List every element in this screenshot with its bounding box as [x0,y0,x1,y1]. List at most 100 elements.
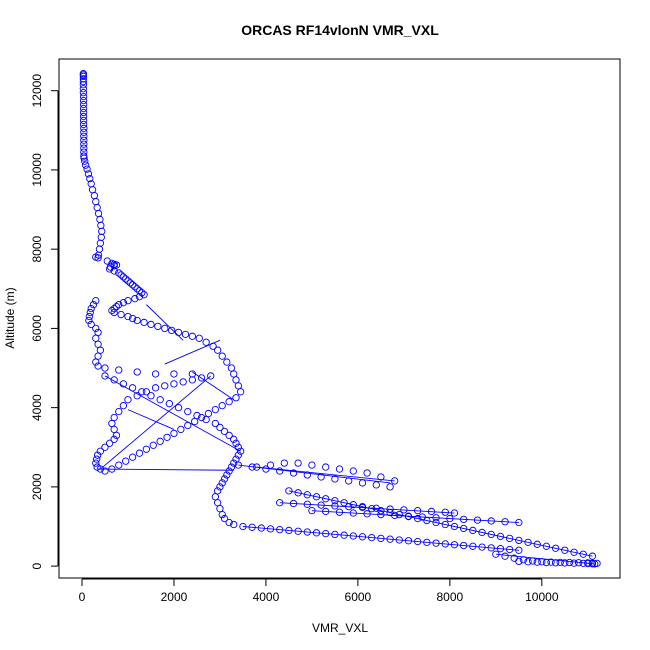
data-point [487,517,495,525]
data-point [450,509,459,517]
data-point [124,396,132,404]
data-point [363,469,371,477]
data-point [230,520,238,529]
data-point [317,501,325,509]
data-point [96,346,105,354]
data-point [386,505,394,513]
data-point [218,402,226,410]
data-point [119,299,128,307]
data-point [80,136,88,144]
data-point [188,332,197,340]
data-point [209,342,217,350]
data-point [377,534,385,543]
data-point [460,515,468,524]
data-point [147,320,155,329]
data-point [103,257,111,265]
data-point [349,532,357,540]
series-line-segment [192,371,234,401]
data-point [92,324,100,333]
data-point [128,384,137,392]
data-point [441,508,449,516]
y-tick-label: 6000 [30,315,44,342]
data-point [211,493,219,501]
data-point [377,473,385,481]
data-point [570,559,578,567]
data-point [82,161,90,169]
data-point [204,409,213,418]
data-point [156,437,164,445]
data-point [239,522,247,531]
data-point [93,455,101,463]
data-point [133,368,141,376]
data-point [234,451,242,459]
data-point [96,215,104,224]
data-point [174,328,183,337]
data-point [469,526,477,535]
data-point [349,509,357,517]
data-point [232,394,240,402]
data-point [79,85,88,93]
data-point [551,544,560,552]
series-line-segment [104,375,241,452]
data-point [79,96,88,105]
data-point [87,320,95,329]
plot-area [79,70,601,568]
data-point [133,285,141,293]
data-point [496,532,505,541]
data-point [340,531,348,539]
data-point [220,427,229,436]
data-point [211,405,219,414]
data-point [266,461,275,469]
data-point [79,120,88,129]
data-point [122,457,130,465]
data-point [101,364,109,372]
data-point [213,346,222,354]
data-point [478,528,486,537]
data-point [423,538,431,546]
x-axis-label: VMR_VXL [312,621,368,635]
data-point [92,334,100,342]
data-point [317,473,325,481]
data-point [257,524,265,532]
data-point [524,558,532,566]
data-point [95,245,104,253]
data-point [94,362,102,370]
y-tick-label: 10000 [30,153,44,187]
data-point [230,435,238,443]
data-point [115,366,123,374]
data-point [303,500,311,508]
data-point [515,518,523,527]
data-point [225,398,233,406]
data-point [227,463,236,471]
data-point [108,419,116,428]
data-point [79,100,88,109]
data-point [96,447,105,455]
data-point [110,304,118,313]
data-point [96,239,105,247]
data-point [345,503,353,511]
data-point [331,497,339,505]
data-point [588,560,597,568]
data-point [79,75,88,83]
data-point [395,510,403,519]
y-axis: 0 2000 4000 6000 8000 10000 12000 [30,74,59,569]
data-point [294,527,302,535]
data-point [135,293,144,301]
data-point [579,550,587,558]
data-point [79,89,88,97]
data-point [234,382,242,390]
data-point [181,330,190,338]
x-tick-label: 0 [79,590,86,604]
data-point [236,447,245,455]
data-point [308,461,316,469]
data-point [84,170,93,178]
data-point [377,510,385,519]
data-point [570,548,578,556]
data-point [197,413,206,422]
series-line-segment [288,490,593,557]
data-point [427,507,436,516]
data-point [79,116,88,125]
data-point [515,557,523,566]
series-line-segment [100,375,212,470]
